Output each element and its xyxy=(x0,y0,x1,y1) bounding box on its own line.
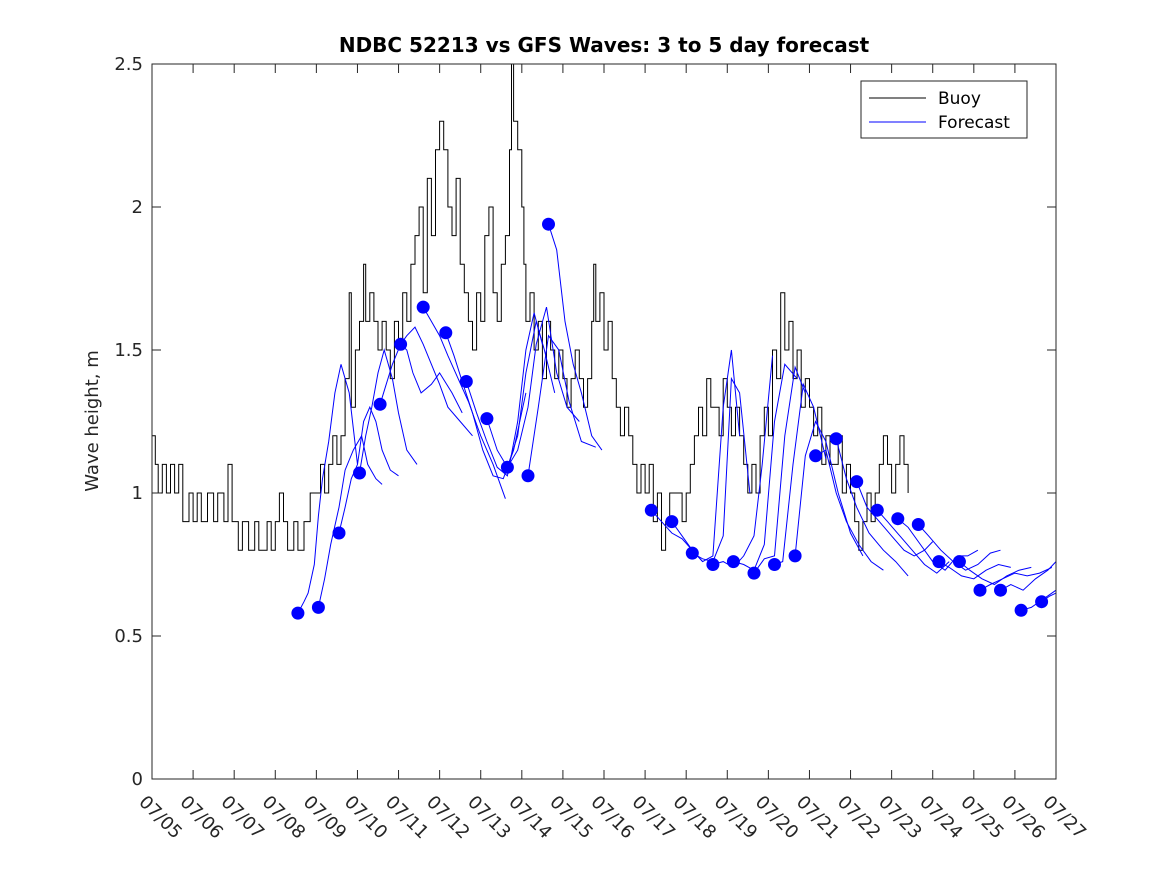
forecast-track xyxy=(938,561,1011,580)
forecast-start-point xyxy=(332,526,346,540)
forecast-track xyxy=(876,509,950,574)
forecast-start-point xyxy=(500,460,514,474)
forecast-start-point xyxy=(768,558,781,571)
forecast-track xyxy=(422,306,506,499)
forecast-start-point xyxy=(480,412,494,426)
forecast-start-point xyxy=(891,512,905,526)
y-tick-label: 0 xyxy=(132,769,143,790)
forecast-track xyxy=(506,306,580,468)
forecast-track xyxy=(794,420,864,557)
forecast-start-point xyxy=(394,337,408,351)
forecast-start-point xyxy=(932,555,946,569)
forecast-track xyxy=(1000,561,1057,591)
forecast-start-point xyxy=(829,432,843,446)
y-axis-label: Wave height, m xyxy=(82,350,103,491)
forecast-track xyxy=(856,481,934,557)
plot-area xyxy=(152,64,1056,779)
forecast-start-point xyxy=(542,217,555,231)
forecast-track xyxy=(400,326,473,437)
forecast-track xyxy=(527,334,596,476)
forecast-start-point xyxy=(665,515,679,529)
forecast-start-markers xyxy=(291,217,1049,620)
forecast-start-point xyxy=(870,503,884,517)
forecast-start-point xyxy=(439,326,453,340)
legend: Buoy Forecast xyxy=(860,80,1028,139)
forecast-track xyxy=(465,312,543,477)
forecast-start-point xyxy=(850,475,864,489)
forecast-start-point xyxy=(911,518,925,531)
forecast-start-point xyxy=(952,555,966,569)
forecast-start-point xyxy=(747,566,761,580)
buoy-series xyxy=(152,63,909,551)
forecast-start-point xyxy=(373,397,387,411)
legend-box xyxy=(860,80,1028,139)
forecast-track xyxy=(815,449,884,571)
y-tick-label: 1.5 xyxy=(114,340,143,361)
forecast-track xyxy=(692,376,751,563)
forecast-start-point xyxy=(1035,595,1049,609)
forecast-start-point xyxy=(788,549,802,563)
forecast-track xyxy=(753,365,806,574)
forecast-track xyxy=(979,566,1053,591)
forecast-start-point xyxy=(1014,603,1028,617)
forecast-track xyxy=(359,348,418,474)
forecast-track xyxy=(317,434,383,608)
forecast-start-point xyxy=(706,558,720,571)
forecast-start-point xyxy=(353,466,366,480)
forecast-track xyxy=(671,349,741,563)
y-axis: 0 0.5 1 1.5 2 2.5 xyxy=(114,54,1056,790)
y-tick-label: 0.5 xyxy=(114,626,143,647)
forecast-start-point xyxy=(685,546,699,560)
forecast-start-point xyxy=(644,503,658,517)
forecast-track xyxy=(379,343,463,414)
forecast-series xyxy=(297,224,1057,614)
buoy-line xyxy=(152,63,909,551)
forecast-track xyxy=(486,321,556,469)
legend-forecast-label: Forecast xyxy=(938,113,1010,133)
forecast-track xyxy=(733,363,798,571)
forecast-track xyxy=(338,405,399,534)
y-tick-label: 2 xyxy=(132,197,143,218)
forecast-track xyxy=(774,382,827,565)
forecast-start-point xyxy=(521,469,535,483)
legend-buoy-label: Buoy xyxy=(938,89,981,109)
forecast-start-point xyxy=(809,449,823,463)
forecast-track xyxy=(297,364,358,614)
forecast-start-point xyxy=(311,600,325,614)
forecast-start-point xyxy=(973,583,987,597)
forecast-start-point xyxy=(726,555,740,569)
forecast-track xyxy=(712,355,773,569)
y-tick-label: 1 xyxy=(132,483,143,504)
forecast-track xyxy=(835,438,909,577)
chart-title: NDBC 52213 vs GFS Waves: 3 to 5 day fore… xyxy=(339,33,870,57)
y-tick-label: 2.5 xyxy=(114,54,143,75)
forecast-start-point xyxy=(416,300,430,314)
forecast-start-point xyxy=(994,583,1007,597)
forecast-track xyxy=(959,561,1032,586)
forecast-start-point xyxy=(291,606,305,620)
forecast-track xyxy=(548,224,603,451)
forecast-start-point xyxy=(459,375,473,388)
